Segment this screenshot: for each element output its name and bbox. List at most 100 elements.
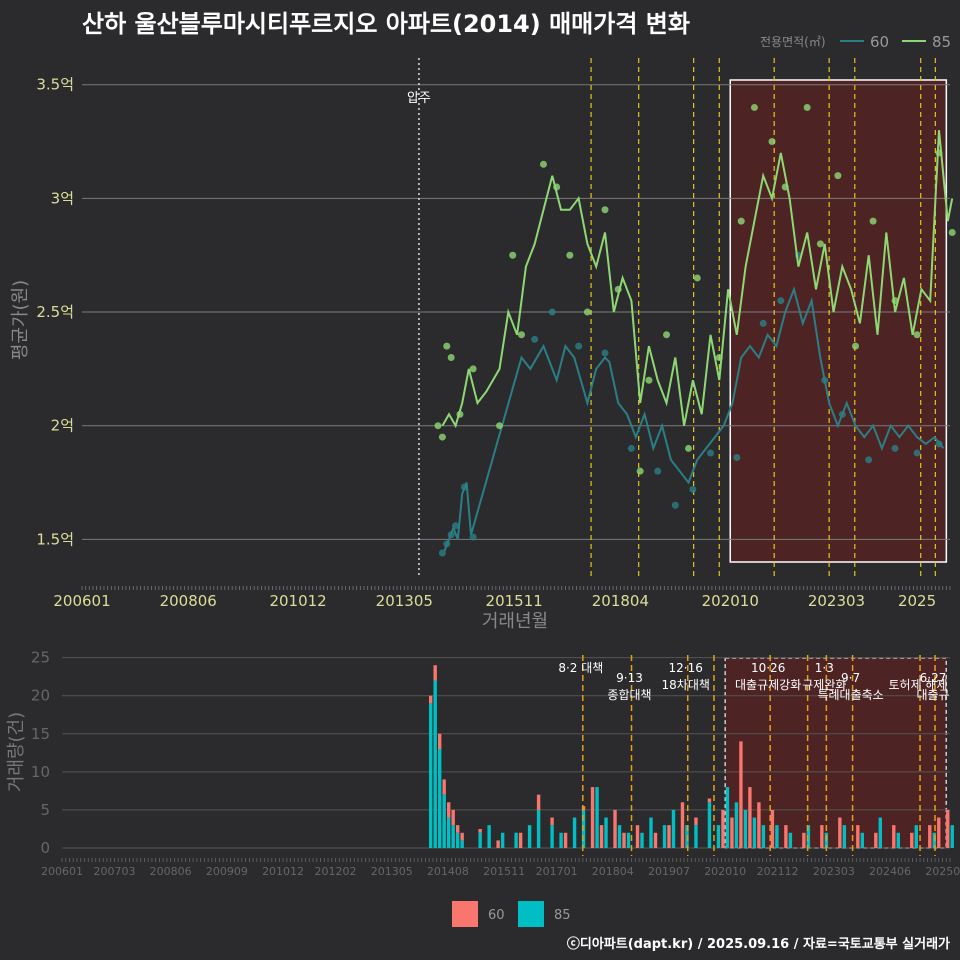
price-x-tick-label: 200806 [160, 592, 217, 610]
price-x-tick-label: 201511 [486, 592, 543, 610]
volume-bar-85 [514, 832, 518, 848]
volume-bar-60 [446, 802, 451, 818]
price-point-85 [803, 103, 811, 111]
volume-bar-60 [460, 832, 464, 841]
volume-bar-85 [487, 825, 491, 848]
volume-bar-60 [730, 817, 734, 848]
volume-event-label: 종합대책 [607, 687, 651, 702]
volume-bar-85 [433, 680, 437, 848]
price-point-60 [706, 449, 714, 457]
price-point-85 [913, 331, 921, 339]
volume-bar-85 [788, 832, 793, 848]
price-point-85 [434, 422, 442, 430]
price-point-85 [469, 365, 477, 373]
price-point-60 [627, 444, 635, 452]
price-x-tick-label: 200601 [53, 592, 110, 610]
volume-bar-60 [707, 798, 712, 803]
price-point-85 [566, 251, 574, 259]
volume-legend-swatch-85 [518, 901, 544, 927]
volume-bar-85 [649, 817, 653, 848]
volume-bar-60 [910, 832, 914, 848]
volume-x-tick-label: 202406 [869, 865, 911, 878]
price-point-85 [438, 433, 446, 441]
price-point-60 [438, 549, 446, 557]
volume-y-tick-label: 0 [40, 839, 50, 857]
volume-y-tick-label: 20 [31, 687, 50, 705]
volume-bar-85 [734, 802, 739, 848]
volume-x-tick-label: 201408 [427, 865, 469, 878]
volume-bar-85 [550, 825, 554, 848]
volume-x-tick-label: 201907 [648, 865, 690, 878]
volume-bar-85 [604, 817, 608, 848]
price-point-85 [443, 342, 451, 350]
volume-bar-85 [536, 809, 541, 848]
price-point-60 [913, 449, 921, 457]
legend-label-85: 85 [932, 33, 951, 51]
volume-bar-85 [617, 825, 622, 848]
volume-bar-60 [937, 817, 941, 848]
volume-y-tick-label: 10 [31, 763, 50, 781]
volume-bar-85 [595, 787, 599, 848]
volume-bar-60 [770, 809, 775, 848]
volume-bar-60 [874, 832, 878, 848]
volume-bar-85 [694, 825, 698, 848]
volume-x-tick-label: 201804 [592, 865, 634, 878]
volume-x-tick-label: 202303 [813, 865, 855, 878]
price-point-85 [750, 103, 758, 111]
volume-bar-85 [914, 825, 918, 848]
price-point-85 [948, 228, 956, 236]
price-point-60 [759, 319, 767, 327]
price-y-tick-label: 1.5억 [36, 530, 74, 548]
volume-event-label: 9·7 [841, 671, 860, 685]
volume-x-tick-label: 202010 [704, 865, 746, 878]
price-point-60 [575, 342, 583, 350]
price-x-axis-title: 거래년월 [482, 611, 548, 632]
volume-bar-60 [613, 809, 617, 848]
volume-bar-85 [500, 832, 505, 848]
volume-bar-60 [518, 832, 523, 848]
price-x-tick-label: 201804 [592, 592, 649, 610]
volume-event-label: 18차대책 [662, 677, 710, 692]
price-point-60 [777, 297, 785, 305]
volume-bar-60 [802, 832, 806, 848]
volume-event-label: 12·16 [669, 661, 703, 675]
volume-y-tick-label: 25 [31, 649, 50, 667]
volume-bar-85 [559, 832, 563, 848]
volume-bar-60 [892, 825, 896, 848]
price-point-60 [469, 533, 477, 541]
volume-x-tick-label: 202509 [925, 865, 960, 878]
volume-event-label: 9·13 [616, 671, 643, 685]
volume-bar-85 [662, 825, 667, 848]
price-point-60 [891, 444, 899, 452]
volume-bar-85 [725, 787, 730, 848]
volume-bar-85 [442, 794, 446, 848]
volume-bar-85 [451, 825, 455, 848]
volume-bar-85 [878, 817, 883, 848]
price-point-85 [509, 251, 517, 259]
price-point-85 [816, 240, 824, 248]
volume-bar-85 [896, 832, 900, 848]
volume-bar-85 [707, 802, 712, 848]
volume-bar-60 [496, 840, 500, 848]
volume-bar-60 [590, 787, 595, 848]
volume-bar-85 [671, 809, 676, 848]
price-x-tick-label: 2025 [898, 592, 936, 610]
volume-event-label: 대출규 [916, 688, 949, 702]
price-point-60 [689, 485, 697, 493]
volume-x-tick-label: 202112 [757, 865, 799, 878]
price-point-60 [865, 456, 873, 464]
volume-bar-60 [478, 828, 482, 833]
price-point-60 [733, 454, 741, 462]
volume-bar-60 [442, 779, 446, 795]
price-point-85 [737, 217, 745, 225]
price-point-85 [601, 206, 609, 214]
volume-bar-85 [572, 817, 577, 848]
volume-bar-60 [563, 832, 568, 848]
price-point-60 [654, 467, 662, 475]
volume-event-label: 6·27 [920, 671, 947, 685]
volume-x-tick-label: 201012 [262, 865, 304, 878]
volume-y-tick-label: 15 [31, 725, 50, 743]
volume-bar-60 [838, 817, 842, 848]
price-x-tick-label: 202303 [808, 592, 865, 610]
price-x-tick-label: 202010 [702, 592, 759, 610]
